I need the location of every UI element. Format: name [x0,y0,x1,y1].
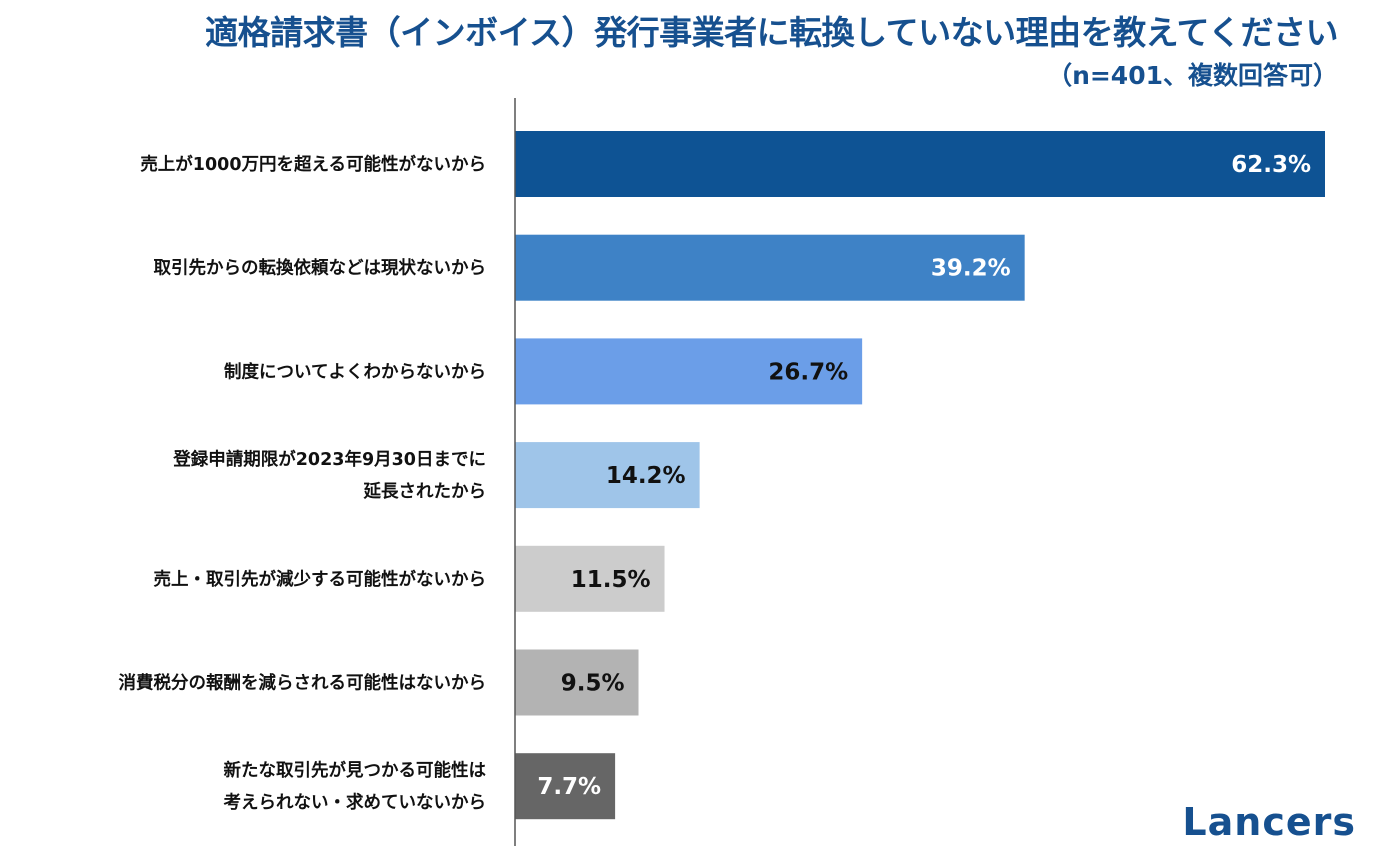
chart-subtitle: （n=401、複数回答可） [1047,61,1338,90]
category-label-1: 売上が1000万円を超える可能性がないから [140,154,486,175]
bar-value-label-1: 62.3% [1231,152,1311,178]
category-label-5: 売上・取引先が減少する可能性がないから [154,569,487,590]
category-label-3: 制度についてよくわからないから [224,361,486,382]
bar-value-label-3: 26.7% [768,359,848,385]
bar-2 [515,234,1025,301]
bar-value-label-7: 7.7% [537,774,601,800]
bar-value-label-5: 11.5% [571,567,651,593]
bar-7 [515,753,616,820]
bar-4 [515,442,700,509]
bar-value-label-2: 39.2% [931,256,1011,282]
bar-1 [515,131,1325,197]
category-label-7-line-1: 新たな取引先が見つかる可能性は [224,760,487,781]
bar-5 [515,545,665,612]
category-label-6: 消費税分の報酬を減らされる可能性はないから [119,673,487,694]
category-label-4-line-2: 延長されたから [363,481,487,502]
category-label-7-line-2: 考えられない・求めていないから [223,792,487,813]
bar-3 [515,338,863,405]
category-label-4-line-1: 登録申請期限が2023年9月30日までに [172,449,486,470]
bar-value-label-4: 14.2% [606,463,686,489]
lancers-logo: Lancers [1182,800,1356,844]
chart-title: 適格請求書（インボイス）発行事業者に転換していない理由を教えてください [205,13,1338,52]
bar-6 [515,649,639,716]
category-label-2: 取引先からの転換依頼などは現状ないから [154,258,487,279]
bar-value-label-6: 9.5% [561,671,625,697]
